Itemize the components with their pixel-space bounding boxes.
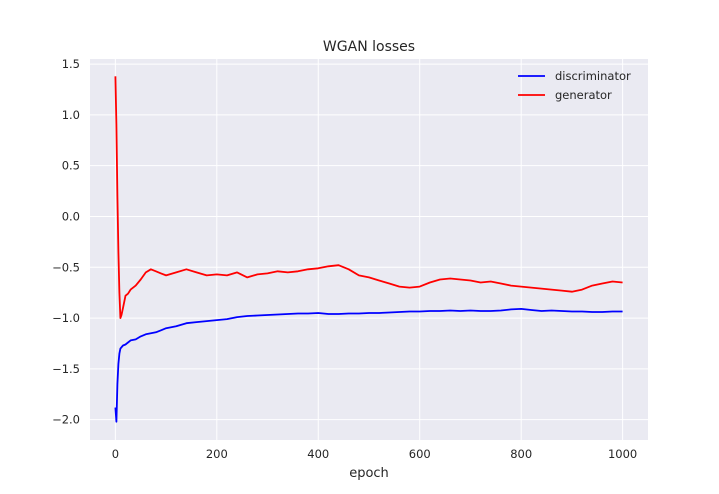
- x-tick-label: 600: [409, 447, 431, 461]
- discriminator-legend-label: discriminator: [555, 69, 631, 83]
- x-tick-label: 0: [112, 447, 119, 461]
- series-layer: [114, 76, 623, 423]
- x-tick-label: 1000: [608, 447, 637, 461]
- y-tick-label: −2.0: [52, 413, 80, 427]
- y-tick-label: 1.0: [62, 108, 80, 122]
- y-tick-label: 0.5: [62, 159, 80, 173]
- y-tick-label: 0.0: [62, 209, 80, 223]
- y-tick-label: −1.0: [52, 311, 80, 325]
- x-axis-ticks: 0 200 400 600 800 1000: [112, 447, 638, 461]
- generator-legend-label: generator: [555, 88, 612, 102]
- x-tick-label: 200: [206, 447, 228, 461]
- x-tick-label: 400: [307, 447, 329, 461]
- grid-lines: [90, 59, 648, 440]
- x-tick-label: 800: [510, 447, 532, 461]
- y-axis-ticks: −2.0 −1.5 −1.0 −0.5 0.0 0.5 1.0 1.5: [52, 57, 80, 427]
- generator-series-line: [114, 76, 623, 320]
- legend: discriminator generator: [518, 69, 631, 102]
- chart-title: WGAN losses: [323, 39, 415, 55]
- discriminator-series-line: [114, 307, 623, 423]
- y-tick-label: −1.5: [52, 362, 80, 376]
- y-tick-label: 1.5: [62, 57, 80, 71]
- plot-area: [90, 59, 648, 440]
- y-tick-label: −0.5: [52, 260, 80, 274]
- x-axis-label: epoch: [349, 466, 389, 481]
